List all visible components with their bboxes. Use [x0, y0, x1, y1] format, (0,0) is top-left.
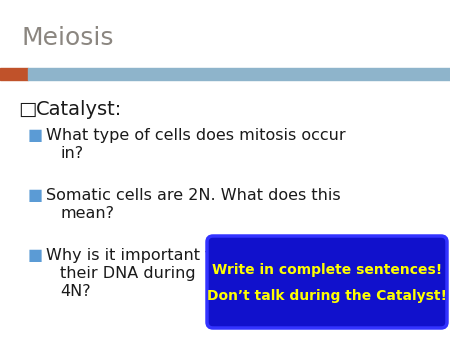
FancyBboxPatch shape [207, 236, 447, 328]
Text: What type of cells does mitosis occur: What type of cells does mitosis occur [46, 128, 346, 143]
Bar [0, 68, 28, 80]
Text: □: □ [18, 100, 36, 119]
Text: ■: ■ [28, 248, 43, 263]
Text: Don’t talk during the Catalyst!: Don’t talk during the Catalyst! [207, 289, 447, 303]
Text: in?: in? [60, 146, 83, 161]
Text: ■: ■ [28, 128, 43, 143]
Text: Somatic cells are 2N. What does this: Somatic cells are 2N. What does this [46, 188, 341, 203]
Text: their DNA during                        ?: their DNA during ? [60, 266, 327, 281]
Text: Catalyst:: Catalyst: [36, 100, 122, 119]
Text: ■: ■ [28, 188, 43, 203]
Text: mean?: mean? [60, 206, 114, 221]
Text: Why is it important that cells copy all: Why is it important that cells copy all [46, 248, 346, 263]
Bar [28, 68, 450, 80]
Text: Write in complete sentences!: Write in complete sentences! [212, 263, 442, 277]
Text: Meiosis: Meiosis [22, 26, 114, 50]
Text: 4N?: 4N? [60, 284, 90, 299]
